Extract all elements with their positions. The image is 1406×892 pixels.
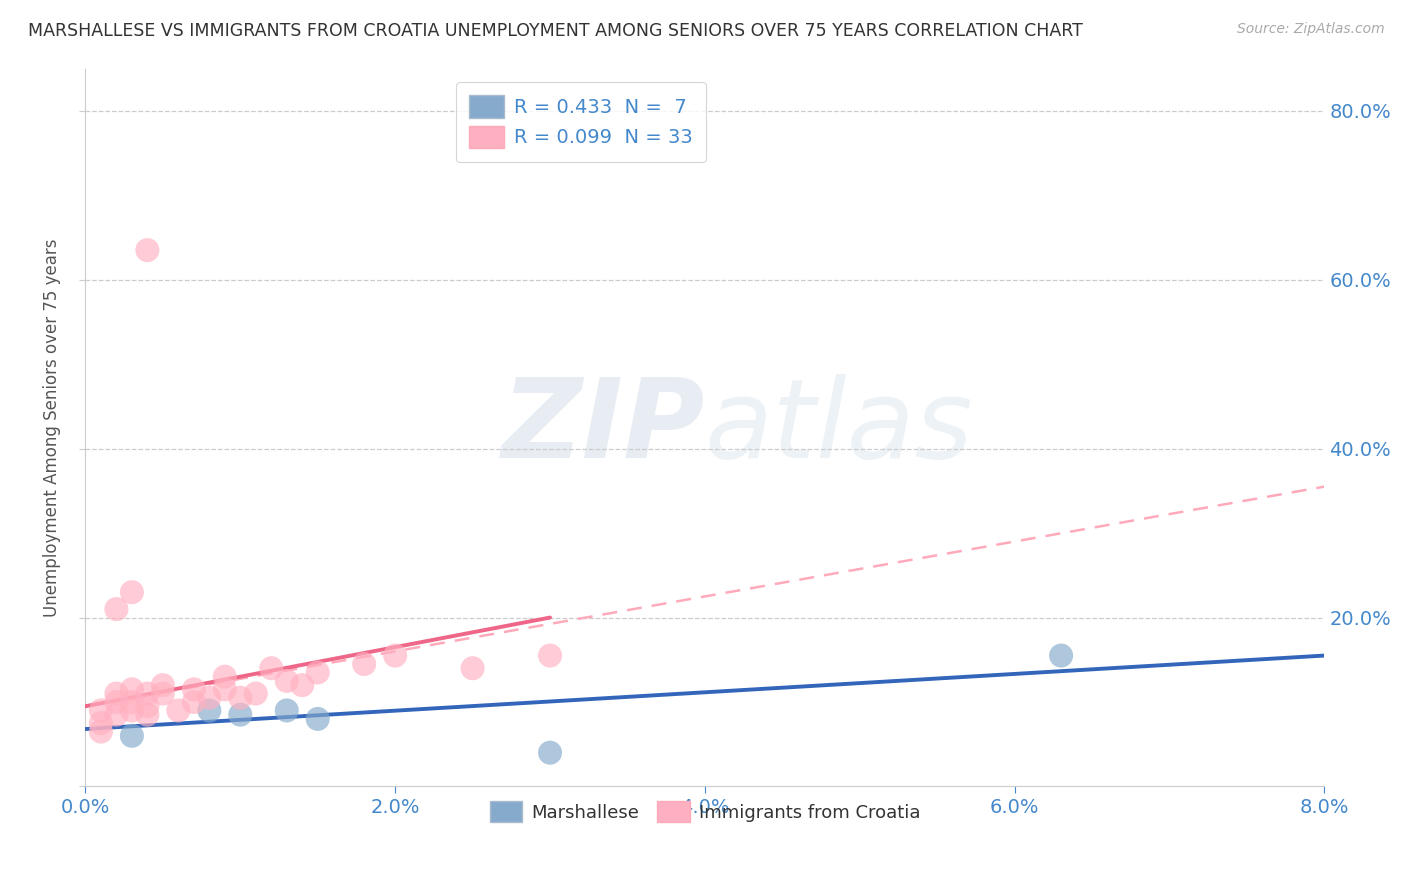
Point [307, 665, 329, 680]
Point [136, 699, 159, 714]
Point [105, 707, 128, 722]
Point [276, 703, 298, 717]
Text: ZIP: ZIP [502, 374, 704, 481]
Point [307, 712, 329, 726]
Point [538, 746, 561, 760]
Point [121, 695, 143, 709]
Point [183, 682, 205, 697]
Point [105, 602, 128, 616]
Y-axis label: Unemployment Among Seniors over 75 years: Unemployment Among Seniors over 75 years [44, 238, 60, 616]
Point [121, 703, 143, 717]
Point [183, 695, 205, 709]
Point [245, 687, 267, 701]
Point [291, 678, 314, 692]
Point [214, 682, 236, 697]
Point [105, 687, 128, 701]
Point [1050, 648, 1073, 663]
Point [198, 703, 221, 717]
Point [90, 703, 112, 717]
Point [136, 243, 159, 257]
Point [136, 687, 159, 701]
Point [353, 657, 375, 671]
Point [461, 661, 484, 675]
Point [229, 707, 252, 722]
Point [90, 724, 112, 739]
Text: Source: ZipAtlas.com: Source: ZipAtlas.com [1237, 22, 1385, 37]
Point [229, 690, 252, 705]
Point [152, 687, 174, 701]
Point [538, 648, 561, 663]
Legend: Marshallese, Immigrants from Croatia: Marshallese, Immigrants from Croatia [477, 789, 932, 835]
Point [384, 648, 406, 663]
Point [121, 729, 143, 743]
Point [121, 682, 143, 697]
Point [260, 661, 283, 675]
Point [152, 678, 174, 692]
Point [121, 585, 143, 599]
Point [136, 707, 159, 722]
Point [214, 670, 236, 684]
Text: MARSHALLESE VS IMMIGRANTS FROM CROATIA UNEMPLOYMENT AMONG SENIORS OVER 75 YEARS : MARSHALLESE VS IMMIGRANTS FROM CROATIA U… [28, 22, 1083, 40]
Point [105, 695, 128, 709]
Point [167, 703, 190, 717]
Point [276, 673, 298, 688]
Text: atlas: atlas [704, 374, 973, 481]
Point [198, 690, 221, 705]
Point [90, 716, 112, 731]
